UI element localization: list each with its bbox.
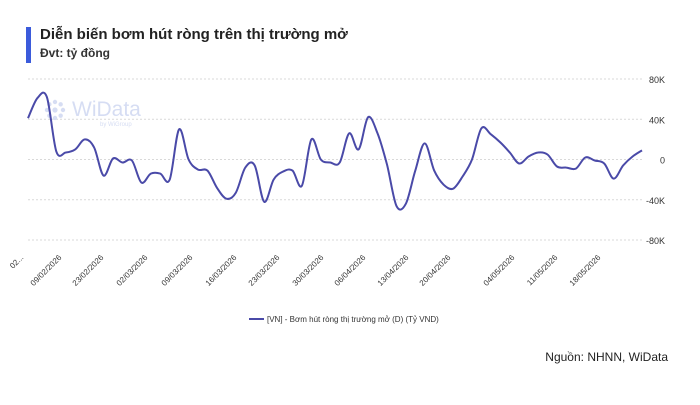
x-tick-label: 16/03/2026: [204, 253, 239, 288]
series-group: [27, 91, 643, 211]
series-line: [27, 91, 643, 211]
watermark-logo-dot: [58, 113, 63, 118]
watermark-logo-dot: [52, 99, 58, 105]
x-tick-label: 13/04/2026: [376, 253, 411, 288]
y-axis-ticks: 80K 40K 0 -40K -80K: [646, 75, 665, 246]
source-note: Nguồn: NHNN, WiData: [545, 350, 668, 364]
x-tick-label: 02...: [8, 253, 25, 270]
x-tick-label: 09/02/2026: [29, 253, 64, 288]
x-tick-label: 06/04/2026: [333, 253, 368, 288]
watermark-brand: WiData: [72, 98, 141, 121]
x-tick-label: 20/04/2026: [418, 253, 453, 288]
x-tick-label: 23/02/2026: [71, 253, 106, 288]
x-tick-label: 11/05/2026: [525, 253, 560, 288]
x-tick-label: 02/03/2026: [115, 253, 150, 288]
legend-label: [VN] - Bơm hút ròng thị trường mở (D) (T…: [267, 315, 439, 324]
chart-subtitle: Đvt: tỷ đồng: [40, 46, 110, 60]
watermark-logo-dot: [52, 107, 58, 113]
y-tick-label: -80K: [646, 236, 665, 246]
widata-watermark: WiData by WiGroup: [44, 98, 141, 128]
x-axis-ticks: 02... 09/02/2026 23/02/2026 02/03/2026 09/03…: [8, 253, 603, 288]
x-tick-label: 09/03/2026: [160, 253, 195, 288]
x-tick-label: 18/05/2026: [568, 253, 603, 288]
watermark-logo-dot: [58, 102, 63, 107]
legend[interactable]: [VN] - Bơm hút ròng thị trường mở (D) (T…: [249, 315, 439, 324]
watermark-tagline: by WiGroup: [100, 122, 132, 128]
x-tick-label: 04/05/2026: [482, 253, 517, 288]
x-tick-label: 30/03/2026: [291, 253, 326, 288]
y-tick-label: -40K: [646, 196, 665, 206]
watermark-logo-dot: [52, 115, 58, 121]
y-tick-label: 80K: [649, 75, 665, 85]
y-tick-label: 0: [660, 156, 665, 166]
x-tick-label: 23/03/2026: [247, 253, 282, 288]
chart-title: Diễn biến bơm hút ròng trên thị trường m…: [40, 26, 348, 43]
title-accent-bar: [26, 27, 31, 63]
watermark-logo-dot: [44, 107, 50, 113]
y-tick-label: 40K: [649, 115, 665, 125]
watermark-logo-dot: [60, 107, 66, 113]
